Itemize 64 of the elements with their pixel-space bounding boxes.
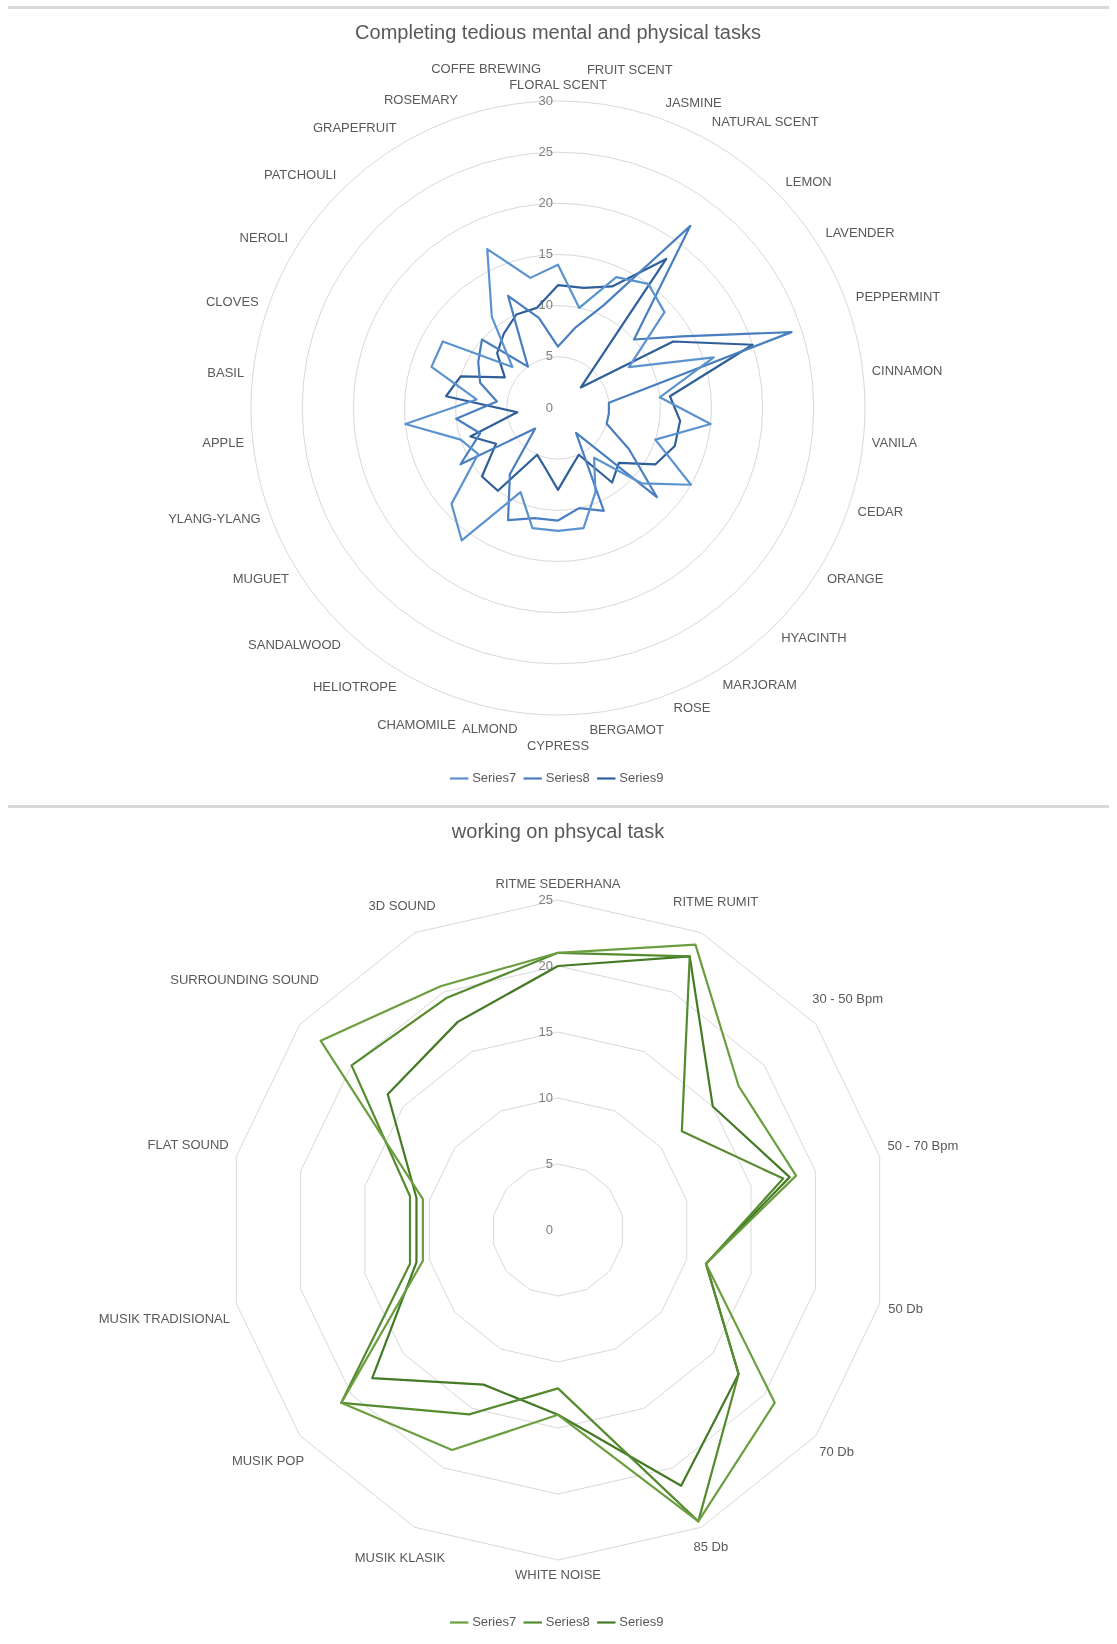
- spoke-label: PEPPERMINT: [855, 289, 941, 305]
- y-tick-label: 20: [538, 957, 553, 973]
- y-tick-label: 5: [545, 348, 553, 364]
- spoke-label: SURROUNDING SOUND: [170, 971, 320, 987]
- spoke-label: NATURAL SCENT: [711, 114, 819, 130]
- spoke-label: APPLE: [202, 434, 245, 450]
- spoke-label: BERGAMOT: [589, 722, 664, 738]
- spoke-label: CLOVES: [205, 293, 260, 309]
- y-tick-label: 0: [545, 1221, 553, 1237]
- y-tick-label: 0: [545, 399, 553, 415]
- spoke-label: CINNAMON: [871, 362, 943, 378]
- spoke-label: LEMON: [785, 173, 832, 189]
- spoke-label: HELIOTROPE: [312, 679, 398, 695]
- spoke-label: RITME SEDERHANA: [495, 876, 621, 892]
- spoke-label: NEROLI: [239, 229, 289, 245]
- spoke-label: ALMOND: [461, 720, 518, 736]
- legend-label: Series8: [545, 770, 590, 786]
- y-tick-label: 25: [538, 143, 553, 159]
- spoke-label: MUSIK TRADISIONAL: [98, 1311, 230, 1327]
- spoke-label: FLORAL SCENT: [509, 77, 607, 93]
- legend-label: Series8: [545, 1614, 590, 1630]
- chart-title: working on phsycal task: [450, 819, 666, 842]
- spoke-label: 3D SOUND: [368, 897, 436, 913]
- y-tick-label: 5: [545, 1155, 553, 1171]
- spoke-label: CYPRESS: [526, 738, 590, 754]
- spoke-label: CEDAR: [857, 504, 904, 520]
- spoke-label: HYACINTH: [781, 629, 847, 645]
- y-tick-label: 30: [538, 92, 553, 108]
- chart-title: Completing tedious mental and physical tasks: [355, 20, 761, 43]
- spoke-label: WHITE NOISE: [515, 1567, 602, 1583]
- spoke-label: 30 - 50 Bpm: [812, 990, 883, 1006]
- spoke-label: BASIL: [207, 364, 245, 380]
- spoke-label: MUSIK KLASIK: [354, 1549, 446, 1565]
- spoke-label: JASMINE: [665, 95, 723, 111]
- spoke-label: COFFE BREWING: [431, 61, 542, 77]
- spoke-label: 50 - 70 Bpm: [887, 1138, 959, 1154]
- spoke-label: ROSEMARY: [383, 91, 459, 107]
- spoke-label: CHAMOMILE: [377, 717, 457, 733]
- y-tick-label: 15: [538, 246, 553, 262]
- y-tick-label: 15: [538, 1023, 553, 1039]
- legend-label: Series9: [619, 1614, 664, 1630]
- spoke-label: FLAT SOUND: [147, 1137, 229, 1153]
- spoke-label: RITME RUMIT: [673, 894, 759, 910]
- y-tick-label: 25: [538, 891, 553, 907]
- spoke-label: ORANGE: [827, 571, 884, 587]
- legend-label: Series9: [619, 770, 664, 786]
- spoke-label: MUSIK POP: [231, 1452, 305, 1468]
- spoke-label: MUGUET: [232, 571, 290, 587]
- y-tick-label: 20: [538, 194, 553, 210]
- spoke-label: 85 Db: [693, 1538, 729, 1554]
- spoke-label: GRAPEFRUIT: [312, 119, 397, 135]
- spoke-label: VANILA: [871, 434, 918, 450]
- y-tick-label: 10: [538, 1089, 553, 1105]
- spoke-label: PATCHOULI: [263, 167, 337, 183]
- spoke-label: SANDALWOOD: [248, 636, 341, 652]
- spoke-label: LAVENDER: [825, 225, 895, 241]
- legend-label: Series7: [472, 770, 517, 786]
- spoke-label: YLANG-YLANG: [168, 511, 261, 527]
- spoke-label: 70 Db: [819, 1443, 854, 1459]
- spoke-label: FRUIT SCENT: [586, 61, 673, 77]
- spoke-label: ROSE: [673, 700, 711, 716]
- spoke-label: 50 Db: [888, 1300, 923, 1316]
- spoke-label: MARJORAM: [722, 677, 797, 693]
- legend-label: Series7: [472, 1614, 517, 1630]
